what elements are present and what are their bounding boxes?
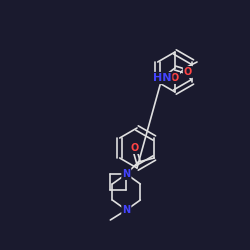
Text: N: N	[122, 169, 130, 179]
Text: N: N	[122, 205, 130, 215]
Text: O: O	[171, 73, 179, 83]
Text: O: O	[130, 143, 138, 153]
Text: HN: HN	[153, 73, 171, 83]
Text: O: O	[184, 67, 192, 77]
